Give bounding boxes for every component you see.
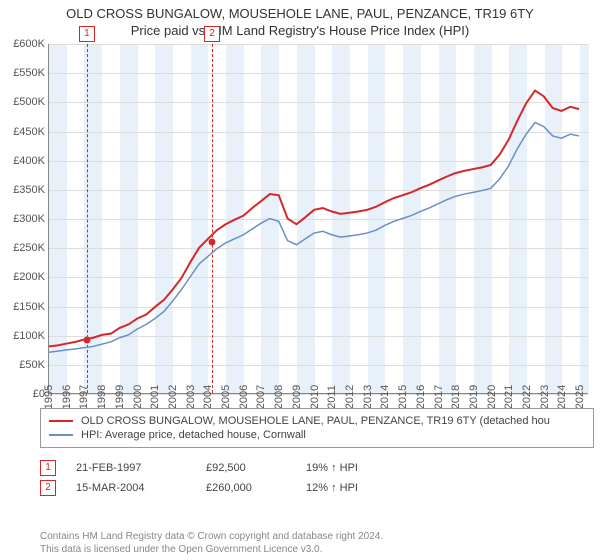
tx-marker-1: 1	[79, 26, 95, 42]
series-line	[49, 91, 579, 347]
legend-item: OLD CROSS BUNGALOW, MOUSEHOLE LANE, PAUL…	[49, 415, 585, 427]
legend-item: HPI: Average price, detached house, Corn…	[49, 429, 585, 441]
legend-swatch	[49, 420, 73, 422]
tx-point-2	[209, 239, 216, 246]
chart-legend: OLD CROSS BUNGALOW, MOUSEHOLE LANE, PAUL…	[40, 408, 594, 448]
footer-line-2: This data is licensed under the Open Gov…	[40, 543, 594, 556]
tx-diff: 19% ↑ HPI	[306, 462, 406, 474]
tx-number-box: 1	[40, 460, 56, 476]
y-axis-label: £550K	[13, 67, 45, 79]
tx-point-1	[83, 337, 90, 344]
y-axis-label: £200K	[13, 271, 45, 283]
transaction-row: 1 21-FEB-1997£92,50019% ↑ HPI	[40, 460, 594, 476]
tx-price: £92,500	[206, 462, 306, 474]
y-axis-label: £300K	[13, 213, 45, 225]
y-axis-label: £150K	[13, 301, 45, 313]
footer-line-1: Contains HM Land Registry data © Crown c…	[40, 530, 594, 543]
legend-label: HPI: Average price, detached house, Corn…	[81, 429, 306, 441]
y-axis-label: £50K	[19, 359, 45, 371]
series-line	[49, 123, 579, 353]
tx-date: 15-MAR-2004	[76, 482, 206, 494]
y-axis-label: £500K	[13, 96, 45, 108]
y-axis-label: £450K	[13, 126, 45, 138]
attribution-footer: Contains HM Land Registry data © Crown c…	[40, 530, 594, 556]
legend-swatch	[49, 434, 73, 436]
legend-label: OLD CROSS BUNGALOW, MOUSEHOLE LANE, PAUL…	[81, 415, 550, 427]
y-axis-label: £250K	[13, 242, 45, 254]
tx-diff: 12% ↑ HPI	[306, 482, 406, 494]
y-axis-label: £350K	[13, 184, 45, 196]
transaction-row: 2 15-MAR-2004£260,00012% ↑ HPI	[40, 480, 594, 496]
y-axis-label: £400K	[13, 155, 45, 167]
page-title: OLD CROSS BUNGALOW, MOUSEHOLE LANE, PAUL…	[0, 6, 600, 21]
tx-date: 21-FEB-1997	[76, 462, 206, 474]
transaction-table: 1 21-FEB-1997£92,50019% ↑ HPI 2 15-MAR-2004…	[40, 456, 594, 500]
y-axis-label: £600K	[13, 38, 45, 50]
tx-price: £260,000	[206, 482, 306, 494]
y-axis-label: £100K	[13, 330, 45, 342]
tx-number-box: 2	[40, 480, 56, 496]
price-chart: £0£50K£100K£150K£200K£250K£300K£350K£400…	[48, 44, 588, 394]
tx-marker-2: 2	[204, 26, 220, 42]
